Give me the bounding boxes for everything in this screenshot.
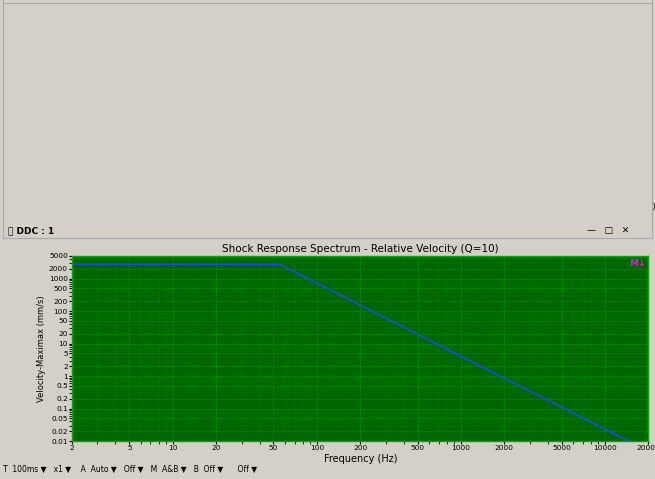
- Bar: [622, 80, 648, 91]
- Text: 🗔 DDC : 1: 🗔 DDC : 1: [9, 227, 55, 236]
- Text: T  100ms ▼   x1 ▼    A  Auto ▼   Off ▼   M  A&B ▼   B  Off ▼      Off ▼: T 100ms ▼ x1 ▼ A Auto ▼ Off ▼ M A&B ▼ B …: [3, 465, 257, 474]
- Y-axis label: Velocity-Maximax (mm/s): Velocity-Maximax (mm/s): [37, 295, 46, 402]
- Text: Trigger Normal▼  A▼  Up▼  0%▼  0%▼  NIL▼  Sample 48kHz▼  A▼  24Bit▼  Point 4800▼: Trigger Normal▼ A▼ Up▼ 0%▼ 0%▼ NIL▼ Samp…: [7, 48, 390, 54]
- Text: WAVEFORM: WAVEFORM: [326, 214, 378, 223]
- Title: Shock Response Spectrum - Relative Velocity (Q=10): Shock Response Spectrum - Relative Veloc…: [222, 244, 498, 254]
- X-axis label: Frequency (Hz): Frequency (Hz): [324, 454, 397, 464]
- Text: File   Setting   Instrument   Window   Help: File Setting Instrument Window Help: [7, 31, 181, 39]
- Text: M↓: M↓: [629, 259, 646, 268]
- Text: Multi-Instrument Pro 3.9.9.0  -  [+3DP+DLG+LCR+UDP+VBM+DHS]  -  ADC1.txt  -  <Mi: Multi-Instrument Pro 3.9.9.0 - [+3DP+DLG…: [10, 16, 439, 23]
- Text: ✕: ✕: [632, 80, 639, 90]
- Text: 🗔 Oscilloscope: 🗔 Oscilloscope: [9, 80, 81, 90]
- Text: —   □   ✕: — □ ✕: [587, 227, 629, 236]
- Text: —    □    ✕: — □ ✕: [607, 14, 650, 23]
- Text: +04:26:000:319: +04:26:000:319: [9, 216, 68, 222]
- Text: —   □   ✕: — □ ✕: [587, 80, 629, 90]
- Text: A (g): A (g): [9, 93, 31, 103]
- Text: ● ■  ▓  ▓  ░  AC▼  AC▼  ±1V▼  ±1V▼  Probe x1▼  x1▼                              : ● ■ ▓ ▓ ░ AC▼ AC▼ ±1V▼ ±1V▼ Probe x1▼ x1…: [7, 65, 318, 73]
- Text: A: Max=  49.999994   g  Min=          0   μg  Mean=   3.5013975   g  RMS=   11.7: A: Max= 49.999994 g Min= 0 μg Mean= 3.50…: [39, 93, 477, 103]
- Text: M↓: M↓: [629, 102, 645, 111]
